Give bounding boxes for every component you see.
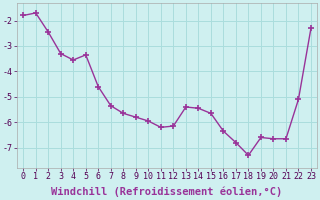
- X-axis label: Windchill (Refroidissement éolien,°C): Windchill (Refroidissement éolien,°C): [52, 187, 283, 197]
